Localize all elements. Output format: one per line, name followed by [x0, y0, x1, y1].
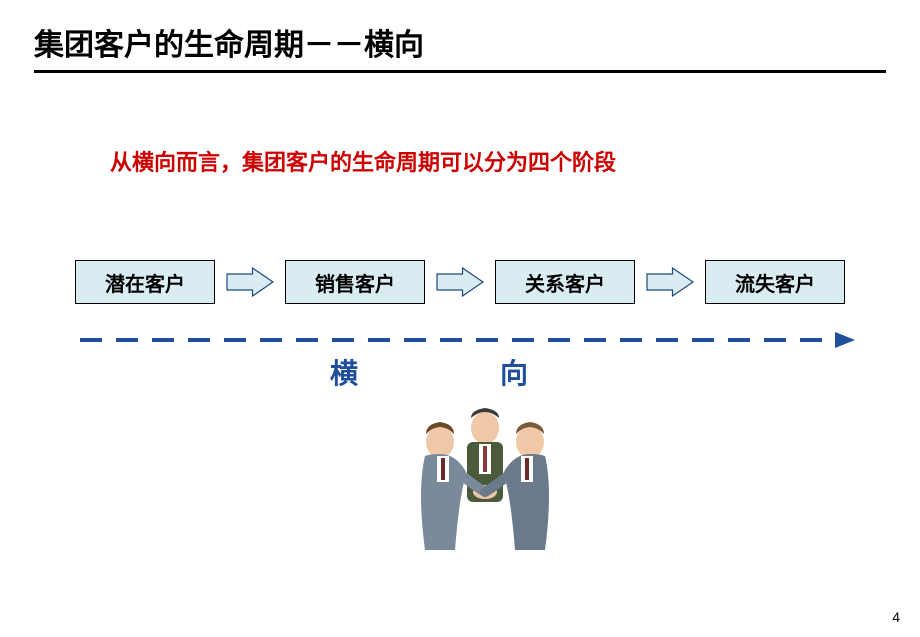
stage-box: 销售客户	[285, 260, 425, 304]
title-area: 集团客户的生命周期－－横向	[34, 20, 886, 73]
title-underline	[34, 70, 886, 73]
axis-label-horizontal-char1: 横	[330, 352, 360, 392]
stage-box: 潜在客户	[75, 260, 215, 304]
flow-arrow-icon	[635, 260, 705, 304]
flow-arrow-icon	[425, 260, 495, 304]
people-shaking-hands-illustration	[395, 400, 575, 560]
stage-box: 流失客户	[705, 260, 845, 304]
page-number: 4	[892, 609, 900, 625]
stage-box: 关系客户	[495, 260, 635, 304]
axis-label-horizontal-char2: 向	[500, 352, 530, 392]
slide-title: 集团客户的生命周期－－横向	[34, 20, 886, 64]
flow-arrow-icon	[215, 260, 285, 304]
subtitle: 从横向而言，集团客户的生命周期可以分为四个阶段	[110, 145, 616, 177]
dashed-timeline-arrow	[75, 330, 855, 350]
flow-row: 潜在客户 销售客户 关系客户 流失客户	[75, 260, 845, 304]
